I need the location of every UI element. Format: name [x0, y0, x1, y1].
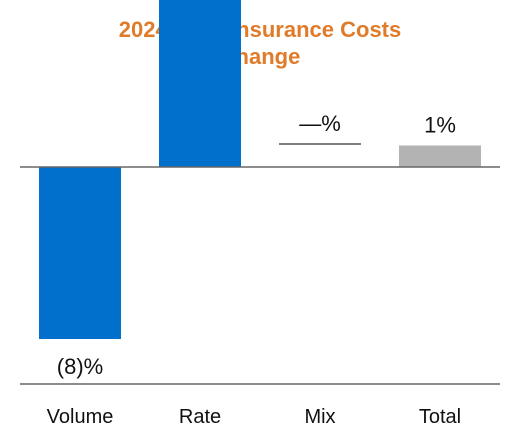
- category-label-rate: Rate: [179, 406, 221, 428]
- value-label-total: 1%: [424, 113, 456, 138]
- value-label-volume: (8)%: [57, 354, 103, 379]
- bar-volume: [39, 167, 121, 339]
- category-label-mix: Mix: [304, 406, 335, 428]
- bars-group: [39, 0, 481, 339]
- category-label-total: Total: [419, 406, 461, 428]
- bar-total: [399, 145, 481, 167]
- value-label-mix: —%: [299, 111, 341, 136]
- category-label-volume: Volume: [47, 406, 114, 428]
- bar-rate: [159, 0, 241, 167]
